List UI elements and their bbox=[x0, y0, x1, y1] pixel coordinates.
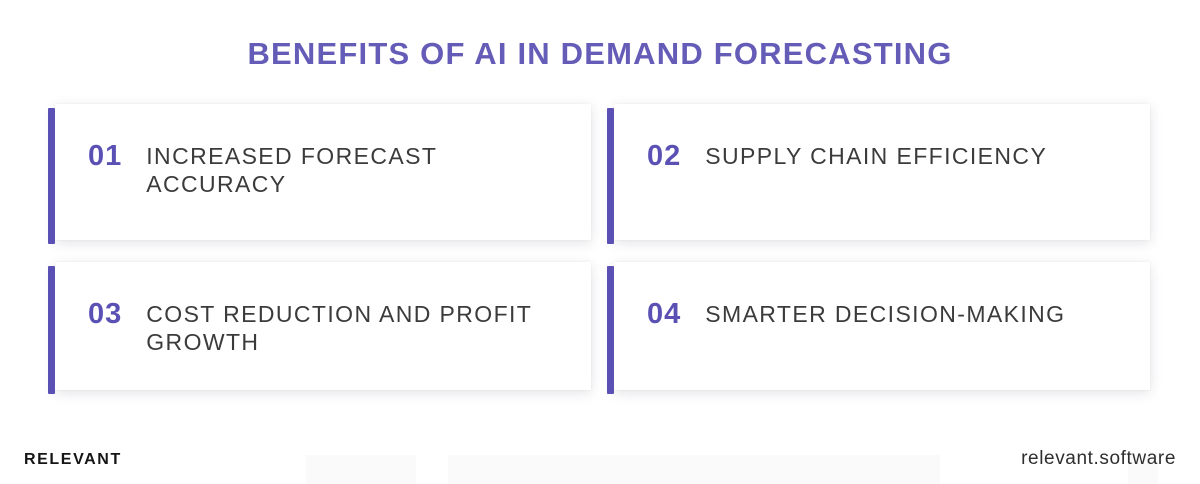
background-strip bbox=[1128, 455, 1158, 484]
card-surface: 04 SMARTER DECISION-MAKING bbox=[614, 262, 1150, 390]
benefit-label: INCREASED FORECAST ACCURACY bbox=[146, 143, 437, 197]
card-surface: 02 SUPPLY CHAIN EFFICIENCY bbox=[614, 104, 1150, 240]
benefit-card-4: 04 SMARTER DECISION-MAKING bbox=[607, 262, 1150, 394]
benefit-number: 04 bbox=[647, 298, 682, 330]
benefit-card-1: 01 INCREASED FORECAST ACCURACY bbox=[48, 104, 591, 244]
accent-bar bbox=[48, 108, 55, 244]
accent-bar bbox=[607, 266, 614, 394]
benefit-label: SMARTER DECISION-MAKING bbox=[705, 301, 1066, 327]
benefit-label: SUPPLY CHAIN EFFICIENCY bbox=[705, 143, 1048, 169]
page-title: BENEFITS OF AI IN DEMAND FORECASTING bbox=[247, 36, 953, 71]
brand-logo: RELEVANT bbox=[24, 451, 122, 468]
card-surface: 01 INCREASED FORECAST ACCURACY bbox=[55, 104, 591, 240]
benefit-card-3: 03 COST REDUCTION AND PROFIT GROWTH bbox=[48, 262, 591, 394]
benefit-label: COST REDUCTION AND PROFIT GROWTH bbox=[146, 301, 532, 355]
benefit-number: 01 bbox=[88, 140, 123, 172]
background-strip bbox=[448, 455, 940, 484]
benefit-card-2: 02 SUPPLY CHAIN EFFICIENCY bbox=[607, 104, 1150, 244]
benefit-number: 02 bbox=[647, 140, 682, 172]
benefits-grid: 01 INCREASED FORECAST ACCURACY 02 SUPPLY… bbox=[48, 104, 1150, 394]
accent-bar bbox=[48, 266, 55, 394]
website-text: relevant.software bbox=[1021, 448, 1176, 469]
background-strip bbox=[306, 455, 416, 484]
benefit-number: 03 bbox=[88, 298, 123, 330]
card-surface: 03 COST REDUCTION AND PROFIT GROWTH bbox=[55, 262, 591, 390]
accent-bar bbox=[607, 108, 614, 244]
